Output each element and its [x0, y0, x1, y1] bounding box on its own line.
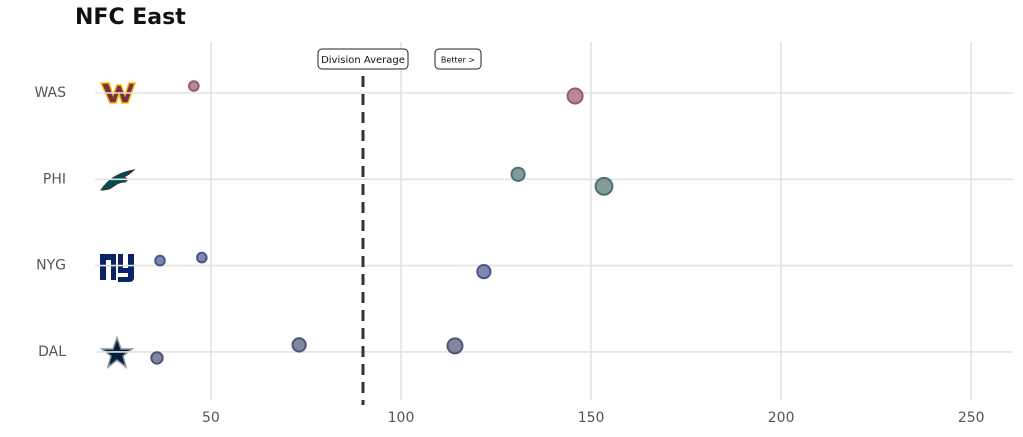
point — [446, 337, 464, 355]
annotation-text: Division Average — [321, 55, 405, 66]
point — [594, 176, 614, 196]
annotation-box — [434, 48, 482, 70]
point — [291, 337, 307, 353]
x-tick-label: 100 — [388, 410, 415, 426]
y-tick-label: PHI — [43, 171, 66, 187]
x-tick-label: 150 — [578, 410, 605, 426]
point — [188, 80, 200, 92]
point — [154, 254, 166, 267]
y-tick-label: DAL — [38, 344, 66, 360]
chart-title: NFC East — [75, 5, 186, 30]
logo-nyg — [100, 254, 134, 282]
annotation-text: Better > — [441, 56, 475, 65]
point — [150, 351, 164, 365]
point — [476, 264, 492, 280]
y-tick-label: NYG — [36, 258, 66, 274]
point — [510, 166, 526, 182]
point — [196, 251, 208, 264]
point — [566, 87, 584, 105]
x-tick-label: 250 — [958, 410, 985, 426]
y-tick-label: WAS — [34, 85, 66, 101]
annotation-box — [317, 48, 409, 70]
x-tick-label: 50 — [202, 410, 220, 426]
x-tick-label: 200 — [768, 410, 795, 426]
